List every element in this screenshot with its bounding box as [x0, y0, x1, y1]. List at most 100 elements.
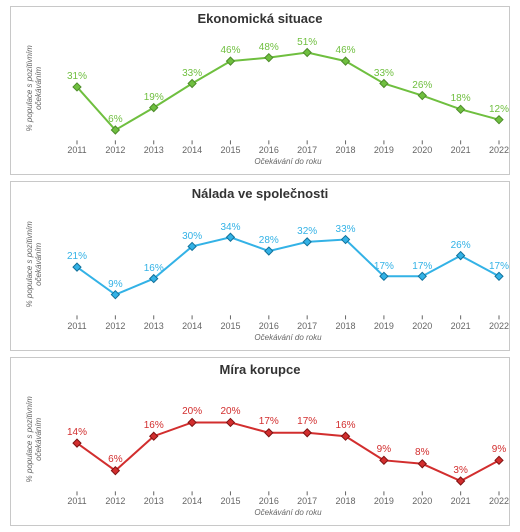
data-marker	[495, 116, 503, 124]
data-label: 18%	[451, 93, 471, 104]
data-label: 48%	[259, 42, 279, 53]
x-tick-label: 2018	[336, 321, 356, 331]
data-label: 51%	[297, 37, 317, 48]
chart-panel: Míra korupce% populace s pozitivním oček…	[10, 357, 510, 526]
data-marker	[457, 252, 465, 260]
x-tick-label: 2022	[489, 321, 509, 331]
chart-panel: Nálada ve společnosti% populace s poziti…	[10, 181, 510, 350]
data-label: 33%	[374, 68, 394, 79]
x-tick-label: 2011	[67, 321, 86, 331]
data-label: 32%	[297, 226, 317, 237]
data-label: 6%	[108, 114, 122, 125]
x-axis-label: Očekávání do roku	[77, 333, 499, 342]
x-axis-label: Očekávání do roku	[77, 157, 499, 166]
data-marker	[265, 54, 273, 62]
data-marker	[380, 80, 388, 88]
data-label: 17%	[489, 261, 509, 272]
x-tick-label: 2021	[451, 496, 471, 506]
x-tick-label: 2019	[374, 145, 394, 155]
data-label: 17%	[259, 416, 279, 427]
x-tick-label: 2011	[67, 145, 86, 155]
data-marker	[418, 459, 426, 467]
data-label: 8%	[415, 447, 429, 458]
x-tick-label: 2020	[412, 496, 432, 506]
data-label: 19%	[144, 92, 164, 103]
x-tick-label: 2020	[412, 321, 432, 331]
x-tick-label: 2015	[220, 321, 240, 331]
data-label: 12%	[489, 104, 509, 115]
data-label: 16%	[144, 263, 164, 274]
data-marker	[342, 57, 350, 65]
data-label: 17%	[297, 416, 317, 427]
data-label: 20%	[182, 406, 202, 417]
data-marker	[303, 49, 311, 57]
x-tick-label: 2019	[374, 496, 394, 506]
x-tick-label: 2013	[144, 145, 164, 155]
data-marker	[226, 234, 234, 242]
data-label: 33%	[336, 224, 356, 235]
x-tick-label: 2015	[220, 496, 240, 506]
data-label: 46%	[336, 45, 356, 56]
x-tick-label: 2012	[105, 496, 125, 506]
data-line	[77, 422, 499, 481]
chart-panel: Ekonomická situace% populace s pozitivní…	[10, 6, 510, 175]
page: Ekonomická situace% populace s pozitivní…	[0, 0, 520, 532]
data-label: 26%	[412, 80, 432, 91]
data-label: 14%	[67, 427, 87, 438]
data-label: 17%	[374, 261, 394, 272]
data-marker	[226, 57, 234, 65]
data-label: 6%	[108, 454, 122, 465]
x-axis-label: Očekávání do roku	[77, 508, 499, 517]
data-label: 28%	[259, 235, 279, 246]
x-tick-label: 2022	[489, 145, 509, 155]
data-marker	[226, 418, 234, 426]
data-label: 3%	[453, 465, 467, 476]
data-label: 9%	[492, 444, 506, 455]
data-label: 26%	[451, 240, 471, 251]
x-tick-label: 2021	[451, 321, 471, 331]
data-line	[77, 238, 499, 295]
x-tick-label: 2022	[489, 496, 509, 506]
x-tick-label: 2016	[259, 496, 279, 506]
data-label: 9%	[108, 279, 122, 290]
data-marker	[495, 273, 503, 281]
x-tick-label: 2016	[259, 145, 279, 155]
x-tick-label: 2012	[105, 145, 125, 155]
data-marker	[418, 273, 426, 281]
data-label: 34%	[220, 222, 240, 233]
x-tick-label: 2017	[297, 496, 317, 506]
x-tick-label: 2012	[105, 321, 125, 331]
data-label: 33%	[182, 68, 202, 79]
data-marker	[418, 92, 426, 100]
data-marker	[265, 247, 273, 255]
data-label: 16%	[144, 420, 164, 431]
x-tick-label: 2014	[182, 145, 202, 155]
x-tick-label: 2014	[182, 321, 202, 331]
data-label: 9%	[377, 444, 391, 455]
data-line	[77, 53, 499, 131]
data-marker	[188, 418, 196, 426]
x-tick-label: 2017	[297, 321, 317, 331]
data-marker	[303, 428, 311, 436]
x-tick-label: 2016	[259, 321, 279, 331]
data-label: 17%	[412, 261, 432, 272]
x-tick-label: 2014	[182, 496, 202, 506]
data-label: 16%	[336, 420, 356, 431]
data-marker	[303, 238, 311, 246]
data-marker	[457, 477, 465, 485]
data-label: 30%	[182, 231, 202, 242]
x-tick-label: 2021	[451, 145, 471, 155]
x-tick-label: 2020	[412, 145, 432, 155]
x-tick-label: 2013	[144, 321, 164, 331]
data-label: 31%	[67, 71, 87, 82]
x-tick-label: 2018	[336, 145, 356, 155]
x-tick-label: 2013	[144, 496, 164, 506]
x-tick-label: 2018	[336, 496, 356, 506]
x-tick-label: 2017	[297, 145, 317, 155]
data-label: 21%	[67, 251, 87, 262]
x-tick-label: 2015	[220, 145, 240, 155]
data-marker	[265, 428, 273, 436]
data-label: 20%	[220, 406, 240, 417]
data-label: 46%	[220, 45, 240, 56]
data-marker	[495, 456, 503, 464]
